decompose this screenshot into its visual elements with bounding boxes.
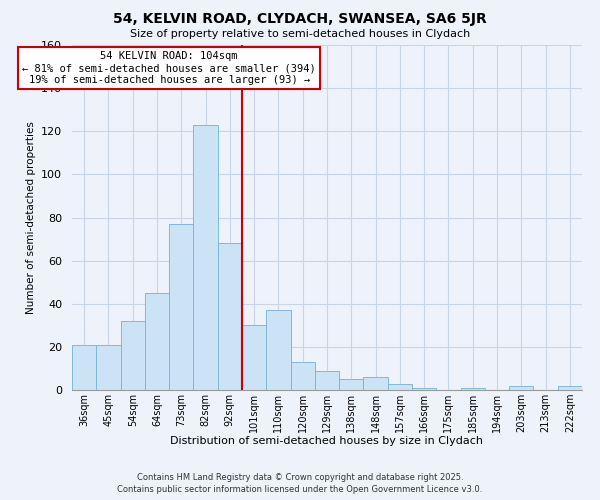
Bar — [364, 377, 388, 390]
Y-axis label: Number of semi-detached properties: Number of semi-detached properties — [26, 121, 35, 314]
Bar — [558, 386, 582, 390]
Bar — [509, 386, 533, 390]
Text: 54, KELVIN ROAD, CLYDACH, SWANSEA, SA6 5JR: 54, KELVIN ROAD, CLYDACH, SWANSEA, SA6 5… — [113, 12, 487, 26]
Bar — [193, 125, 218, 390]
Text: 54 KELVIN ROAD: 104sqm
← 81% of semi-detached houses are smaller (394)
19% of se: 54 KELVIN ROAD: 104sqm ← 81% of semi-det… — [22, 52, 316, 84]
Bar — [315, 370, 339, 390]
Bar — [145, 293, 169, 390]
Bar — [242, 326, 266, 390]
Bar — [290, 362, 315, 390]
Bar — [461, 388, 485, 390]
Bar — [388, 384, 412, 390]
Bar — [266, 310, 290, 390]
Bar — [412, 388, 436, 390]
Bar — [121, 321, 145, 390]
X-axis label: Distribution of semi-detached houses by size in Clydach: Distribution of semi-detached houses by … — [170, 436, 484, 446]
Bar — [339, 379, 364, 390]
Bar — [169, 224, 193, 390]
Text: Contains HM Land Registry data © Crown copyright and database right 2025.
Contai: Contains HM Land Registry data © Crown c… — [118, 473, 482, 494]
Bar — [218, 244, 242, 390]
Bar — [96, 344, 121, 390]
Text: Size of property relative to semi-detached houses in Clydach: Size of property relative to semi-detach… — [130, 29, 470, 39]
Bar — [72, 344, 96, 390]
